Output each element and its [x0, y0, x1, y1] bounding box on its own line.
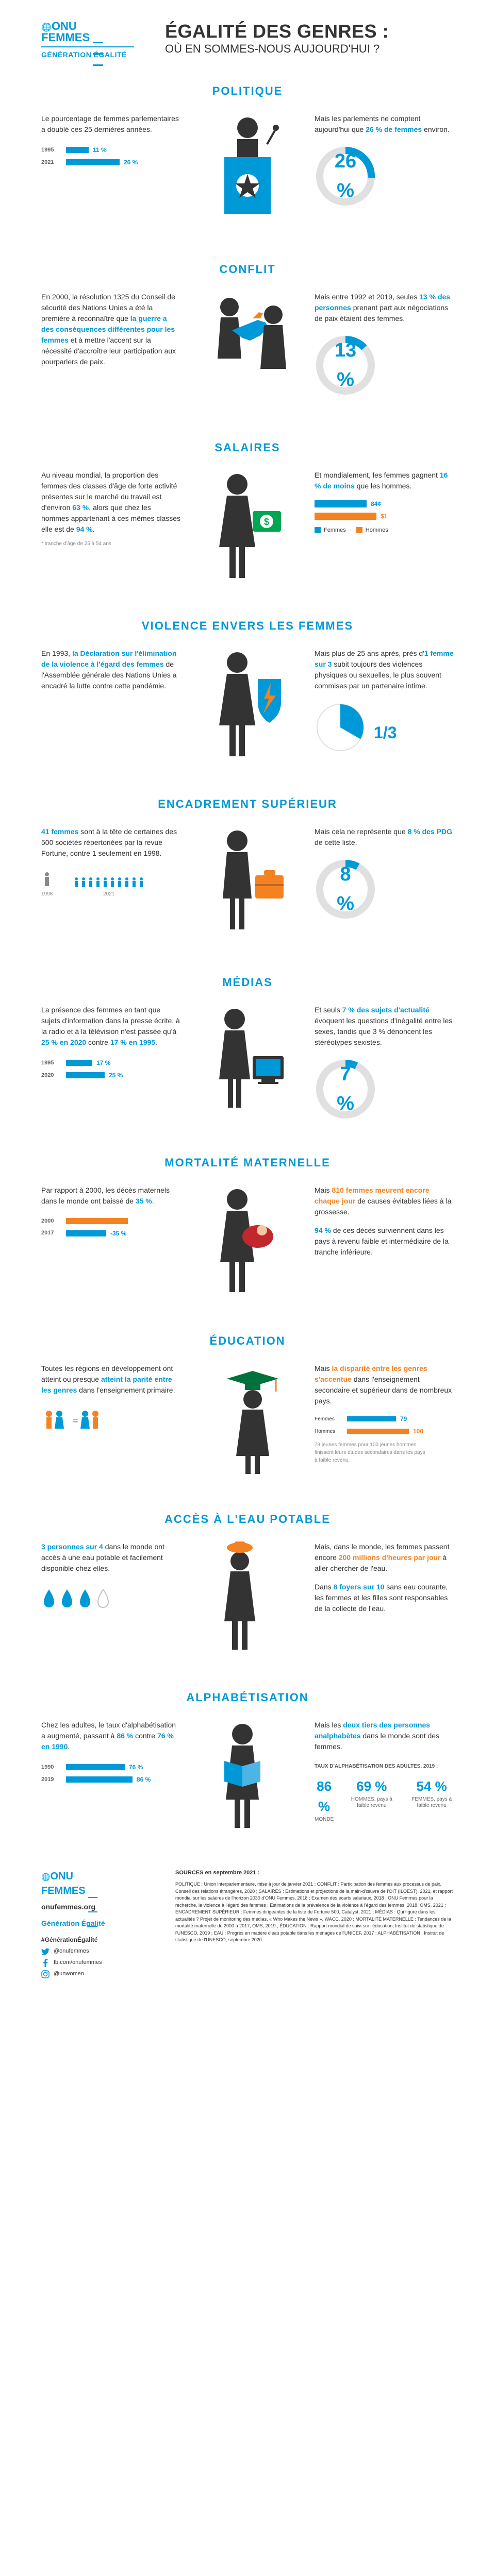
parity-pictogram: = [41, 1409, 180, 1437]
podium-icon [206, 113, 289, 227]
center-illustration [196, 1185, 299, 1298]
left-text: Par rapport à 2000, les décès maternels … [41, 1185, 180, 1207]
donut-chart: 26 % [315, 145, 376, 207]
social-instagram[interactable]: @unwomen [41, 1970, 155, 1978]
right-text: Mais les deux tiers des personnes analph… [315, 1720, 454, 1752]
footer-url[interactable]: onufemmes.org [41, 1902, 155, 1912]
left-text: 3 personnes sur 4 dans le monde ont accè… [41, 1541, 180, 1574]
fraction-stat: 1/3 [315, 702, 454, 753]
mini-bar-chart: 1995 17 % 2020 25 % [41, 1058, 180, 1080]
donut-chart: 7 % [315, 1058, 376, 1120]
donut-chart: 13 % [315, 334, 376, 396]
right-text: Mais la disparité entre les genres s'acc… [315, 1363, 454, 1406]
edu-bars: Femmes 79 Hommes 100 [315, 1414, 454, 1436]
right-text: Mais plus de 25 ans après, près d'1 femm… [315, 648, 454, 691]
main-title: ÉGALITÉ DES GENRES : [165, 21, 454, 42]
left-text: 41 femmes sont à la tête de certaines de… [41, 826, 180, 859]
section-title: ÉDUCATION [41, 1334, 454, 1348]
instagram-icon [41, 1970, 50, 1978]
shield-bolt-icon [206, 648, 289, 761]
section-title: ENCADREMENT SUPÉRIEUR [41, 798, 454, 811]
tv-icon [206, 1005, 289, 1118]
main-subtitle: OÙ EN SOMMES-NOUS AUJOURD'HUI ? [165, 42, 454, 56]
footer-logo: 🌐ONUFEMMES [41, 1869, 155, 1898]
left-text: Au niveau mondial, la proportion des fem… [41, 470, 180, 535]
people-pictogram: 1998 [41, 872, 180, 898]
legend: Femmes Hommes [315, 526, 454, 535]
svg-text:=: = [72, 1415, 78, 1427]
right-text-2: Dans 8 foyers sur 10 sans eau courante, … [315, 1582, 454, 1614]
salary-icon: $ [206, 470, 289, 583]
right-text: Mais cela ne représente que 8 % des PDG … [315, 826, 454, 848]
section-title: MÉDIAS [41, 976, 454, 989]
facebook-icon [41, 1959, 50, 1967]
section-medias: MÉDIAS La présence des femmes en tant qu… [41, 976, 454, 1120]
center-illustration [196, 826, 299, 940]
logo-onu: 🌐ONU FEMMES [41, 21, 144, 43]
center-illustration [196, 1005, 299, 1118]
section-conflit: CONFLIT En 2000, la résolution 1325 du C… [41, 263, 454, 405]
donut-chart: 8 % [315, 858, 376, 920]
center-illustration [196, 1363, 299, 1477]
title-block: ÉGALITÉ DES GENRES : OÙ EN SOMMES-NOUS A… [165, 21, 454, 56]
section-mortalite: MORTALITÉ MATERNELLE Par rapport à 2000,… [41, 1156, 454, 1298]
section-violence: VIOLENCE ENVERS LES FEMMES En 1993, la D… [41, 619, 454, 761]
footer: 🌐ONUFEMMES onufemmes.org Génération Égal… [41, 1869, 454, 1978]
drop-pictogram [41, 1587, 180, 1613]
left-text: En 2000, la résolution 1325 du Conseil d… [41, 292, 180, 367]
center-illustration [196, 648, 299, 761]
dove-icon [201, 292, 294, 405]
svg-text:$: $ [264, 517, 269, 527]
center-illustration [196, 1541, 299, 1655]
section-title: ACCÈS À L'EAU POTABLE [41, 1513, 454, 1526]
section-politique: POLITIQUE Le pourcentage de femmes parle… [41, 84, 454, 227]
briefcase-icon [206, 826, 289, 940]
logo-generation: GÉNÉRATION ÉGALITÉ [41, 50, 144, 59]
section-salaires: SALAIRES Au niveau mondial, la proportio… [41, 441, 454, 583]
logo-block: 🌐ONU FEMMES GÉNÉRATION ÉGALITÉ [41, 21, 144, 59]
social-twitter[interactable]: @onufemmes [41, 1947, 155, 1956]
hashtag: #GénérationÉgalité [41, 1936, 155, 1944]
left-text: En 1993, la Déclaration sur l'éliminatio… [41, 648, 180, 691]
section-title: POLITIQUE [41, 84, 454, 98]
mini-bar-chart: 1990 76 % 2019 86 % [41, 1762, 180, 1784]
book-icon [206, 1720, 289, 1833]
left-text: Toutes les régions en développement ont … [41, 1363, 180, 1396]
section-education: ÉDUCATION Toutes les régions en développ… [41, 1334, 454, 1477]
salary-bars: 84¢ $1 [315, 499, 454, 521]
left-text: La présence des femmes en tant que sujet… [41, 1005, 180, 1048]
page-header: 🌐ONU FEMMES GÉNÉRATION ÉGALITÉ ÉGALITÉ D… [41, 21, 454, 59]
right-text: Et mondialement, les femmes gagnent 16 %… [315, 470, 454, 492]
literacy-stats: TAUX D'ALPHABÉTISATION DES ADULTES, 2019… [315, 1762, 454, 1823]
center-illustration [196, 113, 299, 227]
section-encadrement: ENCADREMENT SUPÉRIEUR 41 femmes sont à l… [41, 798, 454, 940]
section-alphabetisation: ALPHABÉTISATION Chez les adultes, le tau… [41, 1691, 454, 1833]
right-text-1: Mais, dans le monde, les femmes passent … [315, 1541, 454, 1574]
mini-bar-chart: 1995 11 % 2021 26 % [41, 145, 180, 167]
right-text-2: 94 % de ces décès surviennent dans les p… [315, 1225, 454, 1258]
left-text: Chez les adultes, le taux d'alphabétisat… [41, 1720, 180, 1752]
mini-bar-chart: 2000 2017 -35 % [41, 1217, 180, 1238]
section-title: ALPHABÉTISATION [41, 1691, 454, 1704]
right-text-1: Mais 810 femmes meurent encore chaque jo… [315, 1185, 454, 1217]
left-text: Le pourcentage de femmes parlementaires … [41, 113, 180, 135]
center-illustration [196, 292, 299, 405]
baby-icon [206, 1185, 289, 1298]
social-facebook[interactable]: fb.com/onufemmes [41, 1959, 155, 1967]
section-title: VIOLENCE ENVERS LES FEMMES [41, 619, 454, 633]
footer-sources: SOURCES en septembre 2021 : POLITIQUE : … [175, 1869, 454, 1978]
graduation-icon [206, 1363, 289, 1477]
section-title: SALAIRES [41, 441, 454, 454]
section-title: MORTALITÉ MATERNELLE [41, 1156, 454, 1170]
right-text: Mais les parlements ne comptent aujourd'… [315, 113, 454, 135]
water-jug-icon [206, 1541, 289, 1655]
twitter-icon [41, 1947, 50, 1956]
center-illustration: $ [196, 470, 299, 583]
right-text: Mais entre 1992 et 2019, seules 13 % des… [315, 292, 454, 324]
right-text: Et seuls 7 % des sujets d'actualité évoq… [315, 1005, 454, 1048]
section-eau: ACCÈS À L'EAU POTABLE 3 personnes sur 4 … [41, 1513, 454, 1655]
footer-left: 🌐ONUFEMMES onufemmes.org Génération Égal… [41, 1869, 155, 1978]
center-illustration [196, 1720, 299, 1833]
section-title: CONFLIT [41, 263, 454, 276]
